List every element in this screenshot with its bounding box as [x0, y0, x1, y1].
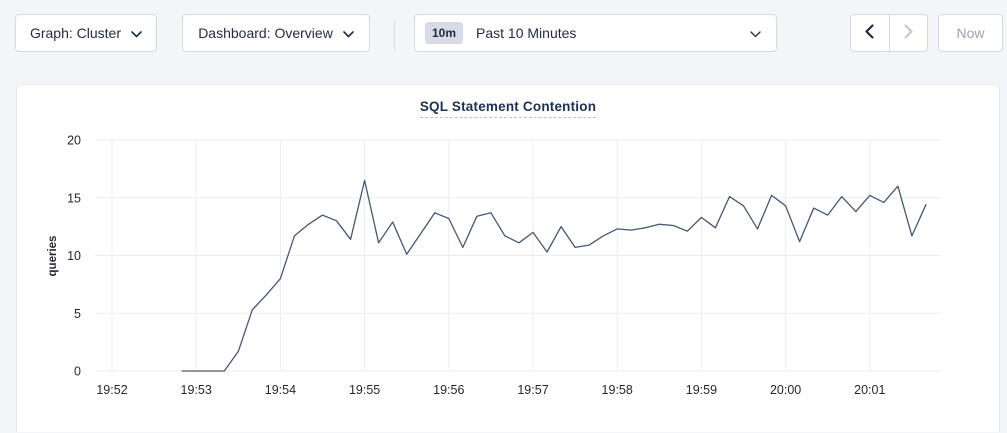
dashboard-dropdown[interactable]: Dashboard: Overview [182, 14, 370, 52]
y-axis-label: queries [47, 236, 59, 277]
x-tick-label: 19:58 [602, 383, 633, 397]
chart-title-row: SQL Statement Contention [17, 98, 999, 118]
x-tick-label: 20:00 [770, 383, 801, 397]
toolbar-divider [394, 20, 395, 51]
chevron-down-icon [131, 25, 142, 41]
time-pager [850, 14, 928, 52]
chevron-left-icon [865, 24, 874, 42]
time-range-dropdown[interactable]: 10m Past 10 Minutes [414, 14, 777, 52]
graph-dropdown[interactable]: Graph: Cluster [15, 14, 157, 52]
x-tick-label: 19:57 [517, 383, 548, 397]
chevron-down-icon [343, 25, 354, 41]
queries-series-line [181, 179, 927, 372]
chart-card: SQL Statement Contention 0 5 10 15 20 19:52 19… [16, 84, 1000, 432]
graph-dropdown-label: Graph: Cluster [29, 25, 122, 41]
chart-gridlines [95, 139, 941, 372]
x-tick-label: 19:56 [433, 383, 464, 397]
x-tick-label: 19:55 [349, 383, 380, 397]
chevron-down-icon [750, 25, 761, 41]
next-interval-button[interactable] [890, 15, 928, 51]
y-tick-label: 5 [74, 307, 81, 321]
x-tick-label: 19:52 [96, 383, 127, 397]
chart-title[interactable]: SQL Statement Contention [419, 99, 597, 118]
dashboard-dropdown-label: Dashboard: Overview [198, 25, 333, 41]
x-tick-label: 19:53 [181, 383, 212, 397]
y-tick-label: 0 [74, 365, 81, 379]
sql-statement-contention-chart: 0 5 10 15 20 19:52 19:53 19:54 19:55 19:56 19:57 19… [47, 134, 941, 398]
y-tick-label: 15 [67, 191, 81, 205]
x-tick-label: 20:01 [854, 383, 885, 397]
time-range-label: Past 10 Minutes [476, 25, 577, 41]
x-tick-label: 19:59 [686, 383, 717, 397]
prev-interval-button[interactable] [851, 15, 890, 51]
now-button[interactable]: Now [938, 14, 1003, 52]
chart-tick-labels: 0 5 10 15 20 19:52 19:53 19:54 19:55 19:56 19:57 19… [67, 134, 885, 398]
y-tick-label: 10 [67, 249, 81, 263]
x-tick-label: 19:54 [265, 383, 296, 397]
y-tick-label: 20 [67, 134, 81, 148]
chevron-right-icon [904, 24, 913, 42]
time-window-badge: 10m [425, 22, 464, 44]
